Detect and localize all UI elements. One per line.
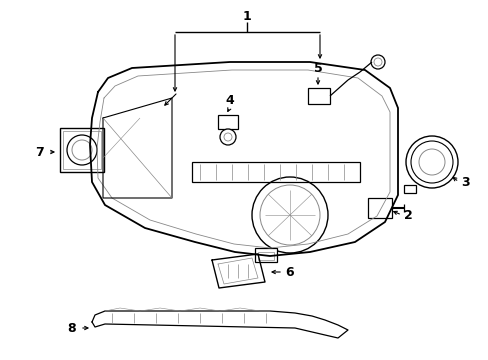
- Text: 3: 3: [460, 176, 468, 189]
- Text: 1: 1: [242, 9, 251, 23]
- Bar: [258, 252, 273, 260]
- Text: 6: 6: [285, 266, 294, 279]
- Bar: [60, 128, 104, 172]
- Text: 2: 2: [403, 208, 411, 221]
- Bar: [192, 162, 359, 182]
- Text: 7: 7: [36, 145, 44, 158]
- Text: 8: 8: [67, 321, 76, 334]
- Circle shape: [67, 135, 97, 165]
- Bar: [218, 115, 238, 129]
- Bar: [403, 185, 415, 193]
- Circle shape: [370, 55, 384, 69]
- Text: 5: 5: [313, 62, 322, 75]
- Bar: [63, 131, 101, 169]
- Circle shape: [405, 136, 457, 188]
- Bar: [307, 88, 329, 104]
- Text: 4: 4: [225, 94, 234, 107]
- Bar: [367, 198, 391, 218]
- Circle shape: [220, 129, 236, 145]
- Bar: [254, 248, 276, 262]
